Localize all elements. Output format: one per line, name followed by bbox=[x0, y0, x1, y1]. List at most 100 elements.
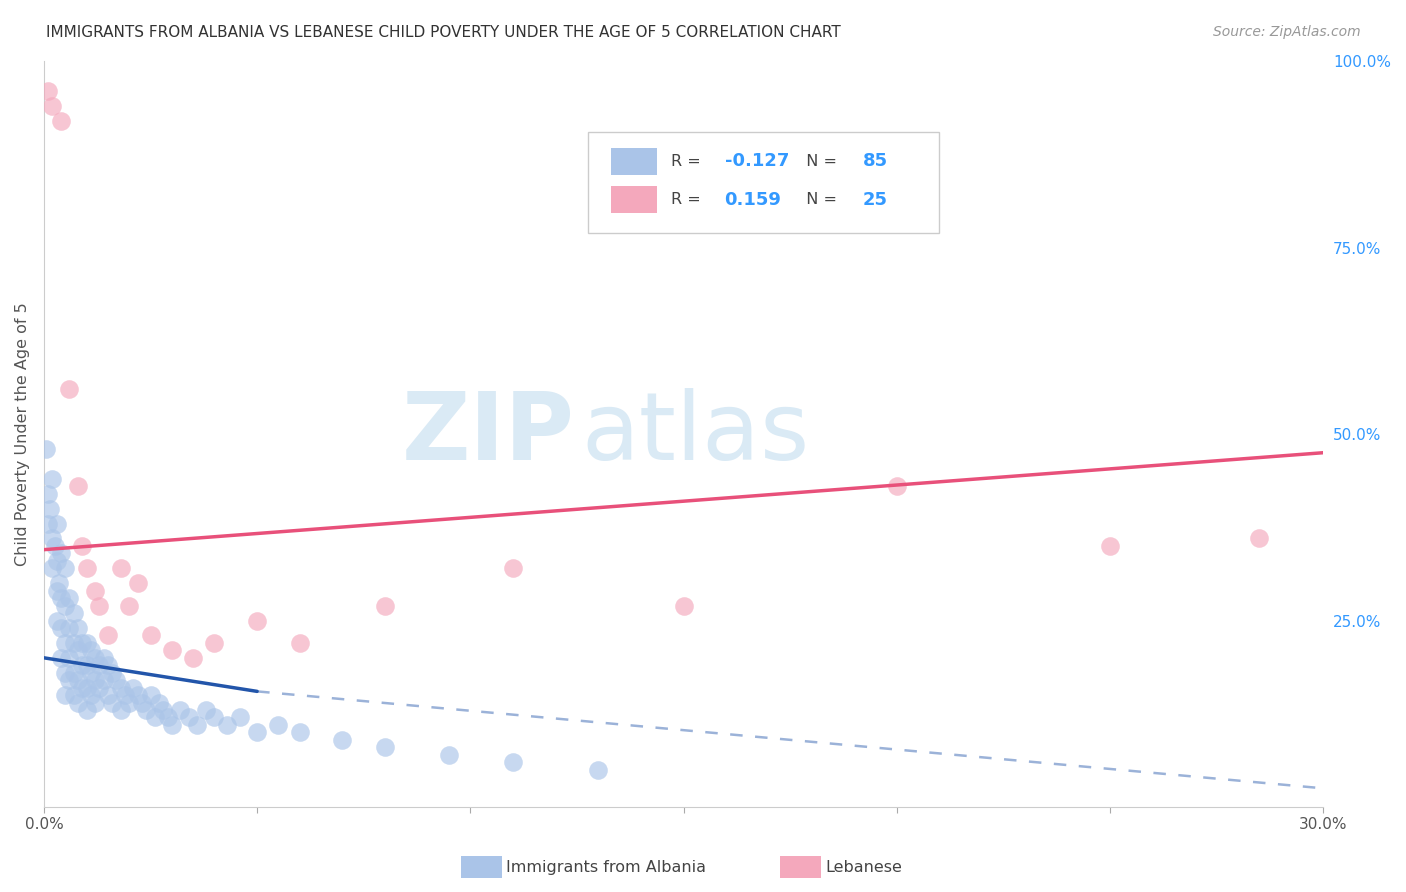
Point bbox=[374, 740, 396, 755]
Point bbox=[152, 703, 174, 717]
Point bbox=[66, 621, 89, 635]
Point bbox=[110, 561, 132, 575]
Point bbox=[41, 472, 63, 486]
Point bbox=[148, 696, 170, 710]
Point bbox=[139, 628, 162, 642]
FancyBboxPatch shape bbox=[588, 132, 939, 233]
Point bbox=[97, 658, 120, 673]
Point bbox=[37, 516, 59, 531]
Point bbox=[58, 382, 80, 396]
Point bbox=[72, 681, 94, 695]
Point bbox=[41, 99, 63, 113]
Point bbox=[49, 621, 72, 635]
Point bbox=[45, 614, 67, 628]
Point bbox=[76, 658, 98, 673]
Point bbox=[58, 673, 80, 688]
Point bbox=[49, 546, 72, 560]
Point bbox=[45, 583, 67, 598]
Point bbox=[66, 643, 89, 657]
Point bbox=[160, 643, 183, 657]
Point bbox=[118, 696, 141, 710]
Text: 85: 85 bbox=[863, 152, 887, 170]
Point bbox=[105, 673, 128, 688]
Point bbox=[48, 576, 70, 591]
Point bbox=[76, 561, 98, 575]
Text: N =: N = bbox=[796, 153, 842, 169]
Text: -0.127: -0.127 bbox=[724, 152, 789, 170]
Point bbox=[58, 591, 80, 606]
Text: IMMIGRANTS FROM ALBANIA VS LEBANESE CHILD POVERTY UNDER THE AGE OF 5 CORRELATION: IMMIGRANTS FROM ALBANIA VS LEBANESE CHIL… bbox=[46, 25, 841, 40]
Text: ZIP: ZIP bbox=[402, 388, 575, 480]
Point bbox=[62, 606, 84, 620]
Point bbox=[288, 725, 311, 739]
Point bbox=[80, 665, 103, 680]
Point bbox=[84, 650, 107, 665]
Text: 0.159: 0.159 bbox=[724, 191, 782, 209]
Point bbox=[101, 696, 124, 710]
Point bbox=[217, 718, 239, 732]
Point bbox=[39, 501, 62, 516]
Point bbox=[181, 650, 204, 665]
Point bbox=[156, 710, 179, 724]
Point bbox=[76, 703, 98, 717]
Text: N =: N = bbox=[796, 193, 842, 207]
Point bbox=[332, 732, 354, 747]
Point bbox=[53, 688, 76, 702]
Point bbox=[41, 532, 63, 546]
Point bbox=[194, 703, 217, 717]
Point bbox=[62, 688, 84, 702]
Point bbox=[97, 628, 120, 642]
Point bbox=[886, 479, 908, 493]
Point bbox=[110, 681, 132, 695]
Point bbox=[53, 636, 76, 650]
Point bbox=[110, 703, 132, 717]
Point bbox=[58, 621, 80, 635]
Point bbox=[53, 561, 76, 575]
Point bbox=[502, 561, 524, 575]
Text: Immigrants from Albania: Immigrants from Albania bbox=[506, 860, 706, 874]
Point bbox=[246, 725, 269, 739]
Point bbox=[66, 696, 89, 710]
Point bbox=[177, 710, 200, 724]
Point bbox=[80, 643, 103, 657]
Point bbox=[53, 665, 76, 680]
Point bbox=[35, 442, 58, 456]
Point bbox=[45, 516, 67, 531]
Point bbox=[127, 688, 149, 702]
Point bbox=[62, 665, 84, 680]
Point bbox=[37, 487, 59, 501]
Point bbox=[131, 696, 153, 710]
Point bbox=[1099, 539, 1122, 553]
Point bbox=[101, 665, 124, 680]
Point bbox=[72, 658, 94, 673]
Point bbox=[588, 763, 610, 777]
Text: Source: ZipAtlas.com: Source: ZipAtlas.com bbox=[1213, 25, 1361, 39]
Point bbox=[89, 681, 111, 695]
Point bbox=[160, 718, 183, 732]
Point bbox=[72, 539, 94, 553]
Text: R =: R = bbox=[671, 193, 706, 207]
FancyBboxPatch shape bbox=[610, 186, 657, 213]
Point bbox=[84, 583, 107, 598]
Point bbox=[93, 673, 115, 688]
Point bbox=[93, 650, 115, 665]
Point bbox=[45, 554, 67, 568]
Point bbox=[267, 718, 290, 732]
Point bbox=[204, 636, 226, 650]
Point bbox=[66, 479, 89, 493]
Point bbox=[89, 658, 111, 673]
Point bbox=[76, 681, 98, 695]
FancyBboxPatch shape bbox=[610, 148, 657, 175]
Point bbox=[62, 636, 84, 650]
Point bbox=[84, 696, 107, 710]
Point bbox=[49, 113, 72, 128]
Text: 25: 25 bbox=[863, 191, 887, 209]
Point bbox=[135, 703, 157, 717]
Point bbox=[41, 561, 63, 575]
Point bbox=[169, 703, 191, 717]
Point bbox=[76, 636, 98, 650]
Text: Lebanese: Lebanese bbox=[825, 860, 903, 874]
Point bbox=[58, 650, 80, 665]
Point bbox=[53, 599, 76, 613]
Text: R =: R = bbox=[671, 153, 706, 169]
